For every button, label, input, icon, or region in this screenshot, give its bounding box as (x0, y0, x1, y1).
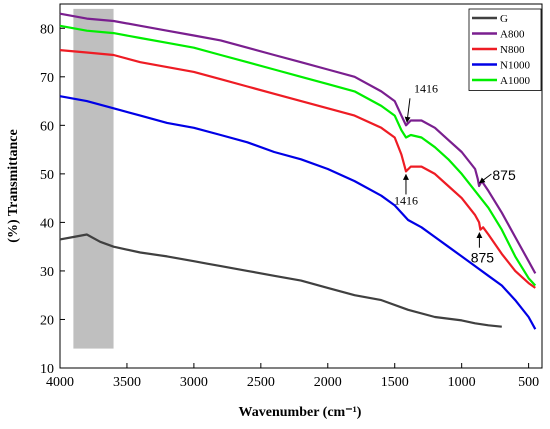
annotation-label: 1416 (394, 193, 418, 207)
y-tick-label: 10 (40, 362, 54, 377)
x-tick-label: 3000 (180, 375, 208, 390)
series-line-n1000 (59, 95, 537, 330)
x-tick-label: 3500 (113, 375, 141, 390)
x-tick-label: 1000 (448, 375, 476, 390)
legend-label: A1000 (500, 75, 530, 87)
annotation-label: 875 (492, 167, 516, 183)
legend-label: A800 (500, 29, 525, 41)
x-tick-label: 500 (518, 375, 539, 390)
x-tick-label: 1500 (381, 375, 409, 390)
annotation-arrow (478, 173, 492, 184)
y-tick-label: 60 (40, 119, 54, 134)
series-line-a800 (59, 12, 537, 274)
x-tick-label: 4000 (46, 375, 74, 390)
legend-label: N1000 (500, 60, 530, 72)
annotation-arrow (404, 98, 411, 123)
y-tick-label: 80 (40, 22, 54, 37)
y-tick-label: 70 (40, 71, 54, 86)
y-tick-label: 40 (40, 216, 54, 231)
legend-label: G (500, 13, 508, 25)
y-tick-label: 20 (40, 313, 54, 328)
x-tick-label: 2000 (314, 375, 342, 390)
series-line-a1000 (59, 24, 537, 287)
y-axis-title: (%) Transmittance (6, 129, 21, 242)
series-line-n800 (59, 49, 536, 289)
x-tick-label: 2500 (247, 375, 275, 390)
y-tick-label: 50 (40, 168, 54, 183)
highlight-band (73, 8, 114, 349)
legend-label: N800 (500, 44, 525, 56)
annotation-label: 875 (471, 250, 495, 266)
series-line-g (59, 233, 502, 328)
x-axis-title: Wavenumber (cm⁻¹) (239, 405, 362, 420)
plot-frame (59, 3, 543, 369)
y-tick-label: 30 (40, 265, 54, 280)
annotation-label: 1416 (414, 81, 438, 95)
